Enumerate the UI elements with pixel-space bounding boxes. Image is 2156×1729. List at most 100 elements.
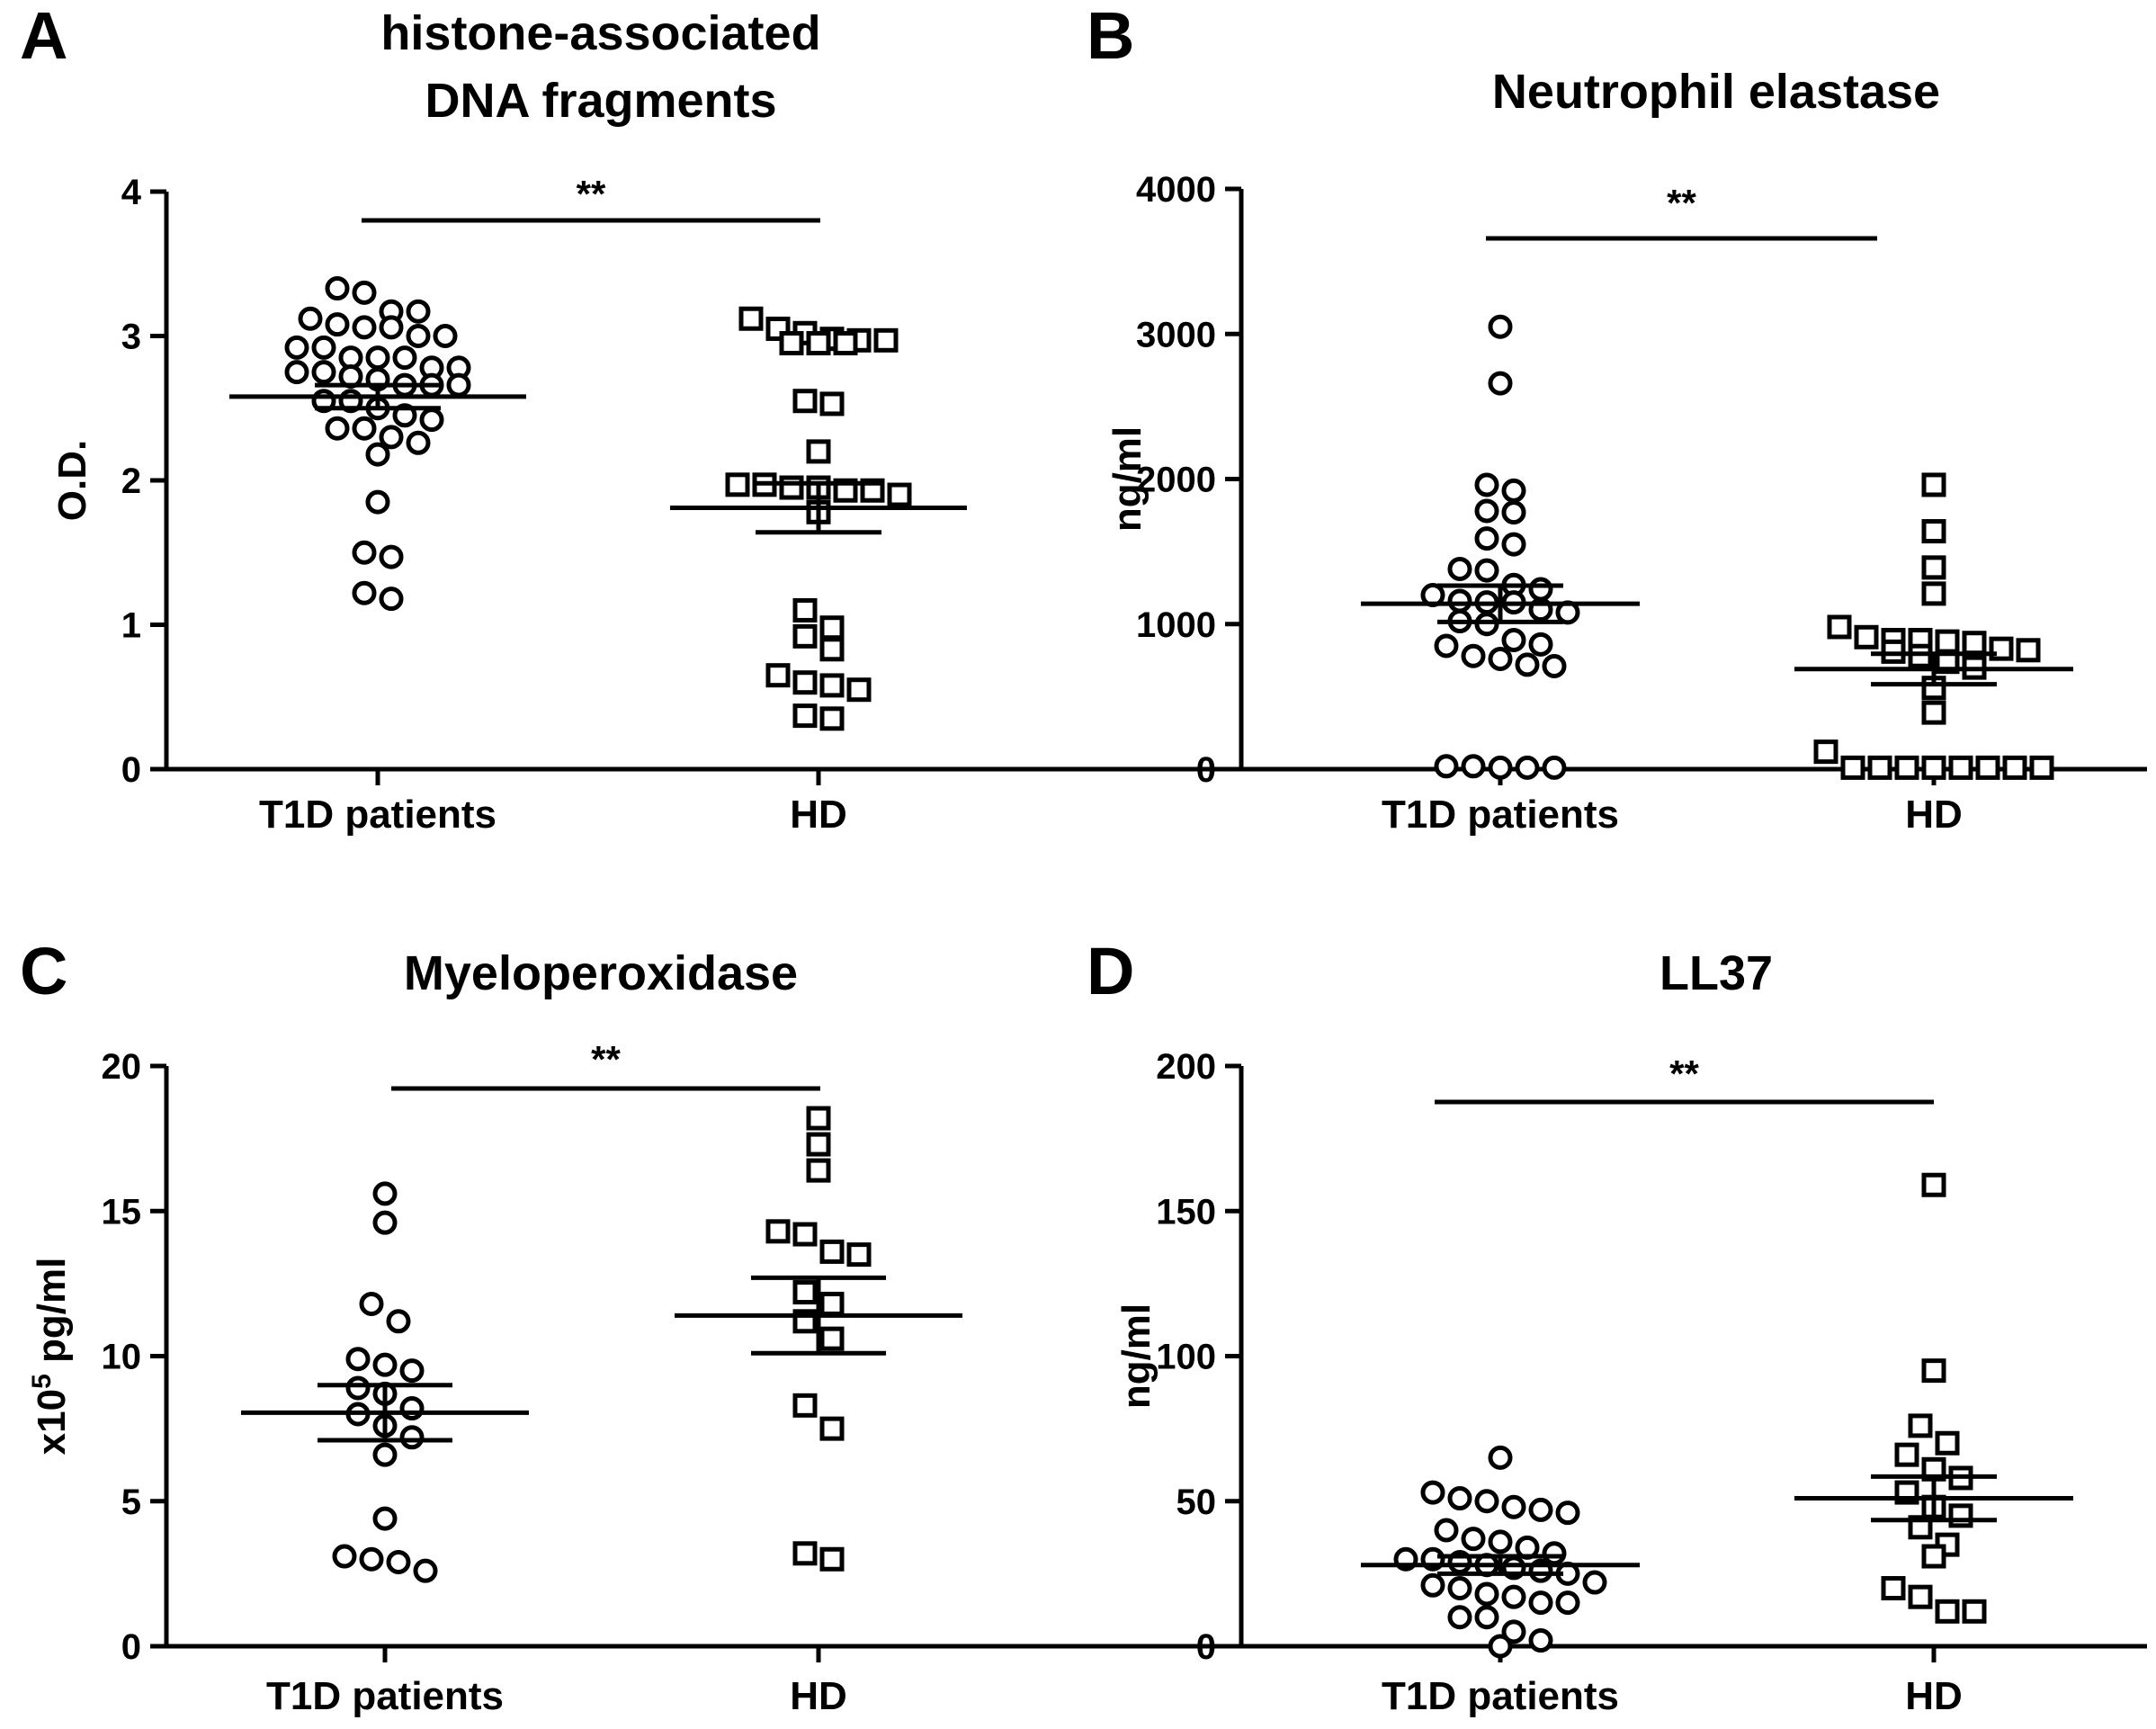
data-point-hd bbox=[833, 478, 858, 503]
data-point-hd bbox=[833, 331, 858, 356]
data-point-hd bbox=[792, 670, 818, 695]
data-point-hd bbox=[806, 1106, 831, 1131]
y-tick-label: 150 bbox=[1156, 1192, 1216, 1232]
x-category-label: T1D patients bbox=[266, 1674, 504, 1718]
data-point-t1d bbox=[365, 489, 390, 515]
data-point-t1d bbox=[379, 425, 404, 450]
data-point-hd bbox=[819, 673, 845, 698]
data-point-t1d bbox=[1501, 627, 1526, 652]
data-point-hd bbox=[792, 389, 818, 414]
data-point-t1d bbox=[1474, 1581, 1499, 1607]
data-point-t1d bbox=[1488, 314, 1513, 339]
data-point-t1d bbox=[1434, 1518, 1459, 1543]
chart-title: Myeloperoxidase bbox=[404, 946, 798, 1000]
data-point-hd bbox=[792, 1541, 818, 1566]
data-point-t1d bbox=[352, 280, 377, 305]
data-point-t1d bbox=[1474, 1605, 1499, 1630]
data-point-t1d bbox=[1555, 1590, 1580, 1616]
data-point-t1d bbox=[1474, 526, 1499, 551]
data-point-t1d bbox=[352, 580, 377, 605]
data-point-t1d bbox=[359, 1291, 384, 1316]
data-point-t1d bbox=[1488, 646, 1513, 671]
data-point-hd bbox=[819, 1239, 845, 1264]
data-point-t1d bbox=[345, 1375, 371, 1401]
data-point-hd bbox=[1813, 739, 1838, 765]
data-point-hd bbox=[738, 306, 764, 331]
data-point-t1d bbox=[1515, 755, 1540, 780]
data-point-hd bbox=[819, 1546, 845, 1572]
data-point-t1d bbox=[1528, 577, 1553, 602]
data-point-t1d bbox=[372, 1506, 398, 1531]
data-point-hd bbox=[1975, 755, 2000, 780]
data-point-t1d bbox=[1542, 755, 1567, 780]
data-point-hd bbox=[1962, 1599, 1987, 1624]
chart-title: DNA fragments bbox=[425, 74, 776, 128]
data-point-hd bbox=[1921, 1544, 1946, 1569]
data-point-hd bbox=[1921, 1172, 1946, 1197]
data-point-t1d bbox=[1474, 558, 1499, 583]
data-point-hd bbox=[819, 706, 845, 731]
data-point-t1d bbox=[1447, 556, 1472, 581]
data-point-hd bbox=[1881, 1576, 1906, 1600]
data-point-t1d bbox=[1461, 643, 1486, 668]
data-point-t1d bbox=[386, 1309, 411, 1334]
data-point-t1d bbox=[1501, 1584, 1526, 1609]
data-point-hd bbox=[1921, 700, 1946, 725]
data-point-hd bbox=[779, 331, 804, 356]
data-point-hd bbox=[1894, 755, 1919, 780]
x-category-label: HD bbox=[1905, 1674, 1963, 1718]
data-point-t1d bbox=[372, 1181, 398, 1206]
data-point-t1d bbox=[386, 1549, 411, 1574]
data-point-t1d bbox=[1501, 1494, 1526, 1519]
data-point-t1d bbox=[1528, 1590, 1553, 1616]
data-point-t1d bbox=[1528, 1497, 1553, 1522]
data-point-t1d bbox=[392, 345, 417, 371]
data-point-hd bbox=[819, 391, 845, 417]
data-point-t1d bbox=[284, 335, 309, 360]
data-point-hd bbox=[792, 1280, 818, 1305]
data-point-t1d bbox=[311, 335, 336, 360]
y-tick-label: 5 bbox=[121, 1483, 141, 1522]
data-point-hd bbox=[792, 703, 818, 729]
data-point-t1d bbox=[1447, 1576, 1472, 1600]
data-point-hd bbox=[765, 1219, 791, 1244]
significance-label: ** bbox=[591, 1038, 621, 1080]
data-point-t1d bbox=[1501, 1619, 1526, 1644]
data-point-t1d bbox=[372, 1442, 398, 1467]
data-point-hd bbox=[792, 623, 818, 649]
data-point-hd bbox=[725, 472, 750, 497]
data-point-hd bbox=[779, 475, 804, 500]
data-point-t1d bbox=[379, 587, 404, 612]
data-point-t1d bbox=[284, 360, 309, 385]
data-point-t1d bbox=[1434, 633, 1459, 658]
data-point-t1d bbox=[352, 540, 377, 565]
chart-title: LL37 bbox=[1659, 946, 1773, 1000]
panel-b: B Neutrophil elastase 0 1000 2000 3000 4000 T1D… bbox=[1087, 0, 2147, 837]
data-point-t1d bbox=[1461, 754, 1486, 779]
data-point-t1d bbox=[325, 276, 350, 301]
data-point-t1d bbox=[325, 312, 350, 337]
data-point-t1d bbox=[433, 324, 458, 348]
data-point-t1d bbox=[1474, 1489, 1499, 1514]
x-category-label: HD bbox=[790, 793, 847, 837]
data-point-hd bbox=[819, 1326, 845, 1351]
data-point-hd bbox=[1894, 1442, 1919, 1467]
data-point-hd bbox=[819, 1291, 845, 1316]
data-point-hd bbox=[1921, 555, 1946, 580]
data-point-hd bbox=[806, 439, 831, 464]
data-point-t1d bbox=[413, 1558, 438, 1583]
data-point-hd bbox=[846, 677, 872, 703]
data-point-hd bbox=[1921, 581, 1946, 606]
x-category-label: HD bbox=[790, 1674, 847, 1718]
data-point-hd bbox=[1921, 1358, 1946, 1384]
data-point-hd bbox=[806, 331, 831, 356]
y-axis-label: O.D. bbox=[50, 440, 94, 521]
data-point-hd bbox=[806, 1158, 831, 1183]
data-point-t1d bbox=[311, 360, 336, 385]
data-point-t1d bbox=[1488, 1634, 1513, 1659]
data-point-hd bbox=[792, 1393, 818, 1418]
data-point-t1d bbox=[365, 345, 390, 371]
significance-label: ** bbox=[1669, 1053, 1699, 1095]
